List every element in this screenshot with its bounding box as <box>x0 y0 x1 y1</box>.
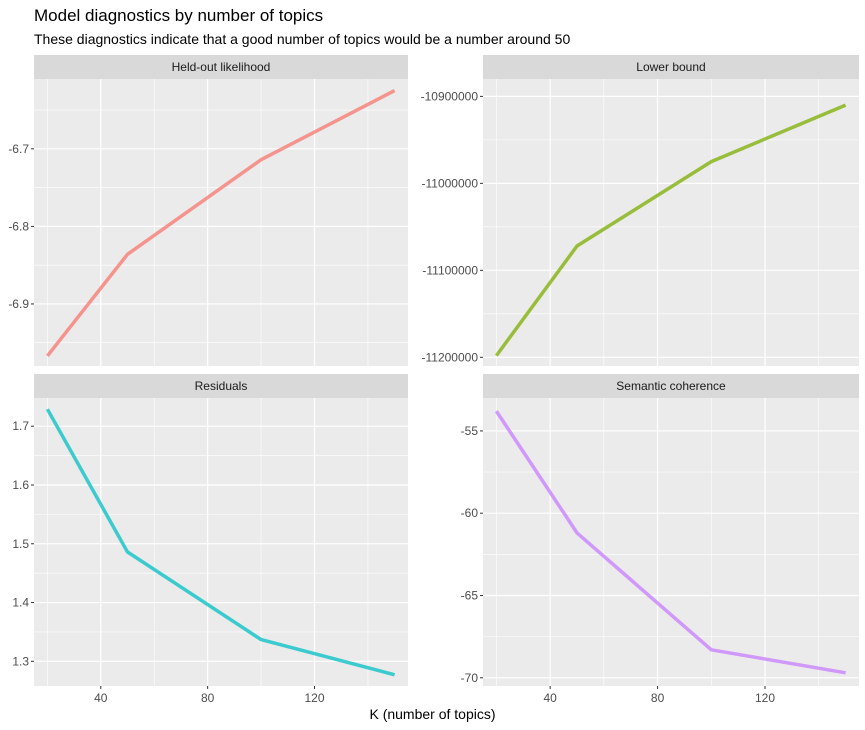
y-tick-label: -10900000 <box>421 89 479 103</box>
series-line <box>46 89 396 357</box>
y-tick-label: -6.9 <box>8 297 29 311</box>
facet-strip <box>483 374 859 398</box>
y-tick-label: 1.5 <box>12 537 29 551</box>
series-line <box>494 410 846 675</box>
y-tick-label: 1.7 <box>12 419 29 433</box>
series-line <box>494 103 847 357</box>
x-tick-label: 40 <box>543 691 557 705</box>
facet-strip <box>483 55 859 79</box>
y-tick-label: -11200000 <box>422 350 479 364</box>
facet-panel: Semantic coherence -55 -60 -65 -70 40 80 120 <box>461 374 859 705</box>
y-tick-label: -11000000 <box>422 176 479 190</box>
facet-panel: Lower bound -10900000 -11000000 -11100000 -1… <box>421 55 859 366</box>
y-tick-label: 1.4 <box>12 596 29 610</box>
plot-background <box>483 398 859 686</box>
y-tick-label: -6.7 <box>8 142 29 156</box>
facet-panel: Held-out likelihood -6.7 -6.8 -6.9 <box>8 55 408 366</box>
x-tick-label: 40 <box>94 691 108 705</box>
y-tick-label: 1.6 <box>12 478 29 492</box>
x-tick-label: 80 <box>651 691 665 705</box>
y-tick-label: -60 <box>461 506 479 520</box>
chart-title: Model diagnostics by number of topics <box>34 6 324 25</box>
y-tick-label: -11100000 <box>422 263 478 277</box>
y-tick-label: -55 <box>461 424 479 438</box>
y-tick-label: -65 <box>461 588 479 602</box>
y-tick-label: -6.8 <box>8 219 29 233</box>
facet-strip <box>34 374 408 398</box>
x-axis-label: K (number of topics) <box>369 706 496 722</box>
chart-subtitle: These diagnostics indicate that a good n… <box>34 31 571 47</box>
y-tick-label: -70 <box>461 671 479 685</box>
plot-background <box>34 398 408 686</box>
facet-panel: Residuals 1.7 1.6 1.5 1.4 1.3 40 80 120 <box>12 374 408 705</box>
facet-strip <box>34 55 408 79</box>
x-tick-label: 120 <box>304 691 324 705</box>
plot-background <box>34 79 408 366</box>
facet-strip-label: Lower bound <box>636 60 705 74</box>
facet-strip-label: Held-out likelihood <box>172 60 271 74</box>
x-tick-label: 120 <box>755 691 775 705</box>
x-tick-label: 80 <box>201 691 215 705</box>
facet-strip-label: Residuals <box>195 379 248 393</box>
series-line <box>45 408 396 677</box>
facet-strip-label: Semantic coherence <box>616 379 726 393</box>
y-tick-label: 1.3 <box>12 654 29 668</box>
